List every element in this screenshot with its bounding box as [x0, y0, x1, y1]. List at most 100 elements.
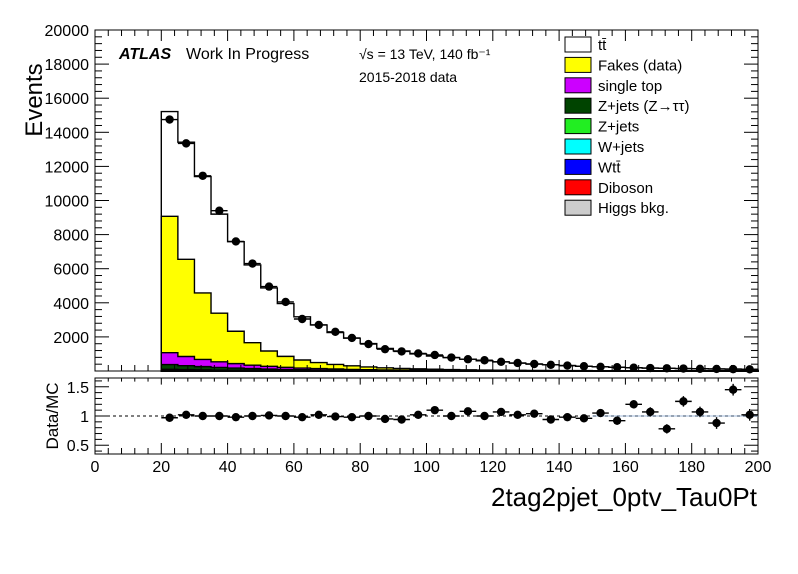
- ratio-point: [347, 412, 357, 422]
- x-tick-label: 140: [546, 459, 573, 476]
- data-point: [447, 353, 456, 362]
- ratio-point: [248, 411, 257, 421]
- ratio-point: [695, 407, 705, 417]
- ratio-y-axis-title: Data/MC: [43, 382, 62, 449]
- x-tick-label: 20: [152, 459, 170, 476]
- y-tick-label: 18000: [45, 57, 90, 74]
- data-point: [430, 350, 439, 360]
- ratio-point: [513, 410, 522, 420]
- ratio-point: [728, 385, 738, 394]
- data-point: [463, 355, 473, 364]
- ratio-point: [646, 407, 655, 417]
- y-tick-label: 10000: [45, 194, 90, 211]
- data-point: [397, 347, 406, 356]
- x-tick-label: 60: [285, 459, 303, 476]
- data-point: [712, 364, 721, 374]
- energy-label: √s = 13 TeV, 140 fb⁻¹: [359, 46, 491, 62]
- ratio-point: [612, 416, 622, 425]
- ratio-point: [215, 411, 224, 421]
- data-point: [679, 364, 688, 373]
- ratio-point: [264, 411, 274, 420]
- ratio-y-tick-label: 1: [80, 409, 89, 426]
- legend-swatch: [564, 138, 592, 155]
- ratio-point: [530, 409, 539, 418]
- y-tick-label: 16000: [45, 91, 90, 108]
- legend-label: Higgs bkg.: [598, 200, 669, 217]
- x-tick-label: 120: [479, 459, 506, 476]
- x-tick-label: 160: [612, 459, 639, 476]
- ratio-point: [496, 407, 506, 417]
- x-tick-label: 0: [91, 459, 100, 476]
- ratio-point: [430, 405, 439, 415]
- ratio-point: [463, 407, 473, 416]
- ratio-point: [662, 424, 672, 434]
- y-tick-label: 4000: [53, 296, 89, 313]
- ratio-point: [679, 397, 688, 406]
- ratio-point: [414, 410, 423, 420]
- data-point: [563, 361, 572, 370]
- ratio-point: [563, 412, 572, 422]
- ratio-y-tick-label: 0.5: [67, 438, 89, 455]
- data-period-label: 2015-2018 data: [359, 69, 457, 85]
- ratio-point: [480, 411, 489, 421]
- ratio-point: [579, 414, 589, 423]
- legend-label: single top: [598, 78, 662, 95]
- legend: tt̄ Fakes (data) single top Z+jets (Z→ττ) Z+…: [564, 36, 689, 217]
- data-point: [728, 364, 738, 374]
- data-point: [281, 297, 290, 307]
- data-point: [546, 360, 556, 370]
- y-axis-title: Events: [21, 63, 48, 136]
- ratio-point: [331, 412, 340, 421]
- stack-tt: [160, 110, 759, 372]
- x-tick-label: 200: [745, 459, 772, 476]
- legend-label: Wtt̄: [598, 159, 621, 176]
- legend-label: Diboson: [598, 180, 653, 197]
- x-tick-label: 180: [678, 459, 705, 476]
- y-tick-label: 6000: [53, 262, 89, 279]
- ratio-point: [447, 411, 456, 421]
- ratio-point: [546, 415, 556, 424]
- legend-label: Z+jets (Z→ττ): [598, 98, 689, 115]
- ratio-point: [364, 411, 373, 421]
- y-tick-label: 14000: [45, 125, 90, 142]
- ratio-point: [281, 411, 290, 421]
- ratio-point: [297, 412, 307, 422]
- legend-swatch: [564, 97, 592, 114]
- y-tick-label: 12000: [45, 159, 90, 176]
- legend-label: W+jets: [598, 139, 644, 156]
- data-point: [414, 349, 423, 358]
- atlas-label: ATLAS: [118, 46, 171, 63]
- x-tick-label: 40: [219, 459, 237, 476]
- y-tick-label: 8000: [53, 228, 89, 245]
- legend-swatch: [564, 77, 592, 94]
- data-point: [646, 363, 655, 373]
- data-point: [347, 333, 357, 343]
- x-tick-label: 80: [351, 459, 369, 476]
- legend-swatch: [564, 179, 592, 196]
- data-point: [314, 320, 323, 330]
- data-point: [297, 314, 307, 324]
- data-point: [596, 362, 605, 372]
- data-point: [662, 364, 672, 373]
- legend-swatch: [564, 36, 592, 53]
- y-tick-label: 2000: [53, 330, 89, 347]
- legend-swatch: [564, 56, 592, 73]
- ratio-point: [712, 418, 721, 428]
- ratio-point: [198, 411, 207, 421]
- status-label: Work In Progress: [186, 46, 309, 63]
- data-point: [331, 327, 340, 336]
- data-point: [695, 364, 705, 373]
- y-tick-label: 20000: [45, 23, 90, 40]
- data-point: [380, 344, 390, 354]
- ratio-point: [380, 414, 390, 424]
- data-point: [579, 362, 589, 371]
- legend-label: Fakes (data): [598, 57, 682, 74]
- data-point: [231, 237, 241, 246]
- data-point: [629, 363, 638, 372]
- ratio-point: [181, 410, 191, 420]
- legend-label: tt̄: [598, 37, 607, 54]
- data-point: [745, 365, 754, 374]
- data-point: [513, 358, 522, 368]
- data-point: [612, 363, 622, 372]
